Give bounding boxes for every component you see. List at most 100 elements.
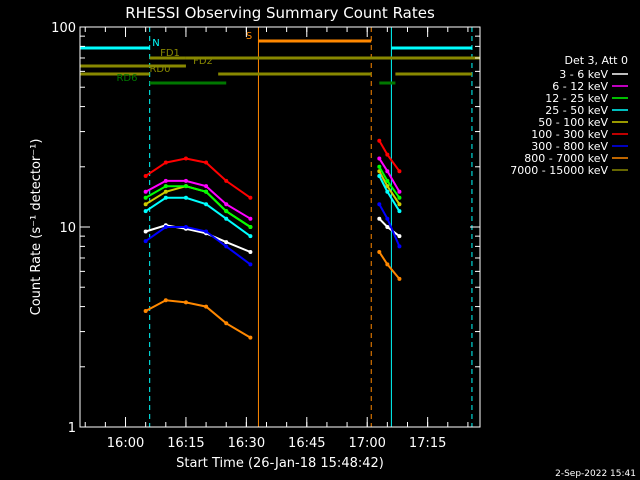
series-point-1-0-4 <box>224 202 229 207</box>
flag-label-s: S <box>246 31 252 42</box>
legend-title: Det 3, Att 0 <box>565 54 629 67</box>
series-point-1-0-1 <box>163 178 168 183</box>
plot-frame <box>79 26 481 428</box>
series-point-3-0-0 <box>143 209 148 214</box>
x-axis-label: Start Time (26-Jan-18 15:48:42) <box>176 456 384 471</box>
series-point-5-0-0 <box>143 173 148 178</box>
series-point-3-0-3 <box>204 202 209 207</box>
series-point-3-1-2 <box>397 209 402 214</box>
series-point-7-1-2 <box>397 276 402 281</box>
legend-label-7: 800 - 7000 keV <box>524 152 608 165</box>
series-point-0-1-0 <box>377 216 382 221</box>
y-tick-label-1: 10 <box>59 221 76 236</box>
series-point-2-0-3 <box>204 189 209 194</box>
series-point-1-0-3 <box>204 184 209 189</box>
series-point-5-0-3 <box>204 160 209 165</box>
series-point-5-1-2 <box>397 169 402 174</box>
series-point-6-0-5 <box>248 262 253 267</box>
series-point-3-0-2 <box>183 195 188 200</box>
series-point-6-1-0 <box>377 202 382 207</box>
series-point-5-0-1 <box>163 160 168 165</box>
y-axis-label: Count Rate (s⁻¹ detector⁻¹) <box>29 139 44 316</box>
series-point-1-1-0 <box>377 156 382 161</box>
flag-label-rd0: RD0 <box>149 64 170 75</box>
series-point-4-0-1 <box>163 189 168 194</box>
x-tick-label-0: 16:00 <box>107 436 144 451</box>
series-line-6-0 <box>145 226 251 266</box>
legend-label-1: 6 - 12 keV <box>552 80 608 93</box>
series-point-1-0-0 <box>143 189 148 194</box>
series-line-4-0 <box>145 185 251 228</box>
series-point-3-0-4 <box>224 216 229 221</box>
series-point-4-1-1 <box>385 184 390 189</box>
series-point-6-0-4 <box>224 244 229 249</box>
series-point-7-0-1 <box>163 298 168 303</box>
series-point-7-1-1 <box>385 262 390 267</box>
series-line-5-1 <box>378 140 401 172</box>
series-point-1-0-5 <box>248 216 253 221</box>
flag-label-fd1: FD1 <box>160 48 180 59</box>
legend-label-5: 100 - 300 keV <box>531 128 608 141</box>
series-point-2-0-4 <box>224 209 229 214</box>
series-point-3-1-0 <box>377 173 382 178</box>
series-point-5-0-2 <box>183 156 188 161</box>
series-point-4-1-2 <box>397 202 402 207</box>
x-tick-label-5: 17:15 <box>409 436 446 451</box>
flag-label-rd6: RD6 <box>116 73 137 84</box>
series-line-3-0 <box>145 196 251 238</box>
chart-title: RHESSI Observing Summary Count Rates <box>125 4 435 22</box>
series-point-0-1-1 <box>385 225 390 229</box>
series-point-4-0-0 <box>143 202 148 207</box>
x-tick-label-2: 16:30 <box>228 436 265 451</box>
series-point-7-0-5 <box>248 335 253 340</box>
series-point-6-1-1 <box>385 216 390 221</box>
y-tick-label-2: 100 <box>51 21 76 36</box>
series-point-3-0-5 <box>248 234 253 239</box>
footer-timestamp: 2-Sep-2022 15:41 <box>555 469 636 479</box>
series-point-5-1-1 <box>385 152 390 157</box>
legend-label-2: 12 - 25 keV <box>545 92 608 105</box>
series-point-5-1-0 <box>377 138 382 143</box>
series-line-2-0 <box>145 185 251 228</box>
series-point-6-0-1 <box>163 225 168 229</box>
series-point-2-1-2 <box>397 195 402 200</box>
series-line-1-0 <box>145 179 251 220</box>
x-tick-label-3: 16:45 <box>288 436 325 451</box>
series-point-6-0-0 <box>143 239 148 244</box>
series-point-3-1-1 <box>385 189 390 194</box>
series-point-2-1-1 <box>385 178 390 183</box>
x-tick-label-4: 17:00 <box>348 436 385 451</box>
legend-label-6: 300 - 800 keV <box>531 140 608 153</box>
series-line-5-0 <box>145 157 251 199</box>
series-line-7-1 <box>378 251 401 280</box>
series-point-2-0-2 <box>183 184 188 189</box>
series-point-2-0-0 <box>143 195 148 200</box>
legend-label-3: 25 - 50 keV <box>545 104 608 117</box>
legend-label-4: 50 - 100 keV <box>538 116 608 129</box>
series-point-7-1-0 <box>377 249 382 254</box>
series-line-7-0 <box>145 299 251 339</box>
series-point-6-1-2 <box>397 244 402 249</box>
series-line-0-0 <box>145 224 251 253</box>
series-point-6-0-2 <box>183 225 188 229</box>
series-point-0-1-2 <box>397 234 402 239</box>
flag-label-n: N <box>152 38 159 49</box>
series-point-5-0-4 <box>224 178 229 183</box>
series-point-2-1-0 <box>377 164 382 169</box>
series-point-1-1-1 <box>385 169 390 174</box>
series-point-3-0-1 <box>163 195 168 200</box>
series-point-1-0-2 <box>183 178 188 183</box>
series-point-7-0-4 <box>224 321 229 326</box>
flag-label-fd2: FD2 <box>193 56 213 67</box>
series-point-1-1-2 <box>397 189 402 194</box>
series-point-7-0-2 <box>183 300 188 305</box>
series-point-2-0-1 <box>163 184 168 189</box>
series-point-6-0-3 <box>204 229 209 234</box>
series-line-6-1 <box>378 203 401 247</box>
series-point-0-0-5 <box>248 249 253 254</box>
series-point-5-0-5 <box>248 195 253 200</box>
series-point-7-0-0 <box>143 309 148 314</box>
series-point-2-0-5 <box>248 225 253 229</box>
legend-label-0: 3 - 6 keV <box>559 68 608 81</box>
